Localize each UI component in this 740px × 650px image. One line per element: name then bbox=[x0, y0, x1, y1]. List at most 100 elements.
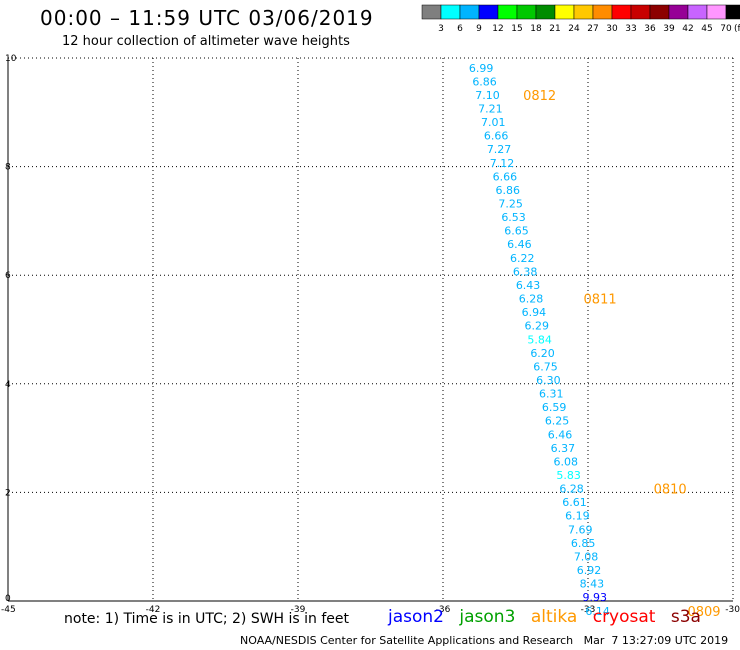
colorbar-label: 15 bbox=[511, 24, 522, 34]
wave-height-point: 7.21 bbox=[478, 102, 503, 115]
x-tick-label: -30 bbox=[725, 605, 740, 615]
footer-note: note: 1) Time is in UTC; 2) SWH is in fe… bbox=[64, 611, 350, 627]
wave-height-point: 6.30 bbox=[536, 374, 561, 387]
wave-height-point: 7.69 bbox=[568, 523, 593, 536]
colorbar-swatch bbox=[706, 4, 727, 20]
wave-height-point: 6.08 bbox=[554, 455, 579, 468]
colorbar-label: 33 bbox=[625, 24, 636, 34]
wave-height-point: 6.43 bbox=[516, 279, 541, 292]
colorbar-swatch bbox=[459, 4, 480, 20]
colorbar-label: 45 bbox=[701, 24, 712, 34]
colorbar-swatch bbox=[687, 4, 708, 20]
wave-height-point: 6.92 bbox=[577, 564, 602, 577]
wave-height-point: 6.53 bbox=[501, 211, 526, 224]
wave-height-point: 6.46 bbox=[507, 238, 532, 251]
colorbar-swatch bbox=[554, 4, 575, 20]
satellite-legend: jason2 jason3 altika cryosat s3a bbox=[388, 607, 711, 627]
wave-height-point: 6.75 bbox=[533, 360, 558, 373]
colorbar-swatch bbox=[573, 4, 594, 20]
colorbar-label: 42 bbox=[682, 24, 693, 34]
wave-height-point: 9.93 bbox=[583, 591, 608, 604]
colorbar-label: 30 bbox=[606, 24, 618, 34]
colorbar-label: 18 bbox=[530, 24, 542, 34]
footer-credit: NOAA/NESDIS Center for Satellite Applica… bbox=[240, 634, 729, 647]
wave-height-point: 6.37 bbox=[551, 442, 576, 455]
colorbar-label: 3 bbox=[438, 24, 444, 34]
wave-height-point: 6.46 bbox=[548, 428, 573, 441]
wave-height-point: 6.66 bbox=[484, 130, 509, 143]
legend-s3a: s3a bbox=[670, 607, 701, 627]
grid bbox=[7, 57, 734, 602]
colorbar-unit: (ft) bbox=[734, 24, 740, 34]
wave-height-point: 6.14 bbox=[585, 605, 610, 618]
wave-height-point: 6.65 bbox=[504, 225, 529, 238]
y-tick-label: 6 bbox=[5, 271, 11, 281]
colorbar-swatch bbox=[421, 4, 442, 20]
wave-height-point: 6.85 bbox=[571, 537, 596, 550]
legend-jason2: jason2 bbox=[388, 607, 444, 627]
time-label: 0811 bbox=[584, 293, 617, 308]
colorbar-swatch bbox=[592, 4, 613, 20]
wave-height-point: 6.28 bbox=[559, 483, 584, 496]
colorbar-label: 6 bbox=[457, 24, 463, 34]
wave-height-point: 6.25 bbox=[545, 415, 570, 428]
wave-height-point: 6.94 bbox=[522, 306, 547, 319]
wave-height-point: 8.43 bbox=[580, 578, 605, 591]
colorbar-swatch bbox=[497, 4, 518, 20]
data-points: 6.996.867.107.217.016.667.277.126.666.86… bbox=[469, 62, 610, 618]
x-tick-label: -45 bbox=[1, 605, 16, 615]
colorbar-swatch bbox=[535, 4, 556, 20]
axis-ticks: -45 -42 -39 -36 -33 -30 0 2 4 6 8 10 bbox=[1, 54, 740, 615]
wave-height-point: 5.83 bbox=[556, 469, 581, 482]
y-tick-label: 10 bbox=[5, 54, 17, 64]
colorbar-swatch bbox=[516, 4, 537, 20]
y-tick-label: 4 bbox=[5, 380, 11, 390]
colorbar-label: 12 bbox=[492, 24, 503, 34]
colorbar-swatch bbox=[630, 4, 651, 20]
wave-height-point: 7.10 bbox=[475, 89, 500, 102]
colorbar-swatch bbox=[725, 4, 740, 20]
colorbar-label: 70 bbox=[720, 24, 732, 34]
wave-height-point: 6.99 bbox=[469, 62, 494, 75]
legend-altika: altika bbox=[530, 607, 578, 627]
time-label: 0809 bbox=[687, 605, 720, 620]
x-tick-label: -39 bbox=[291, 605, 306, 615]
wave-height-point: 6.31 bbox=[539, 388, 564, 401]
wave-height-point: 6.20 bbox=[530, 347, 555, 360]
wave-height-point: 6.19 bbox=[565, 510, 590, 523]
wave-height-point: 5.84 bbox=[527, 333, 552, 346]
colorbar-label: 21 bbox=[549, 24, 560, 34]
wave-height-point: 6.29 bbox=[525, 320, 550, 333]
x-tick-label: -42 bbox=[146, 605, 161, 615]
colorbar-swatch bbox=[649, 4, 670, 20]
wave-height-point: 6.66 bbox=[493, 170, 518, 183]
wave-height-point: 7.27 bbox=[487, 143, 512, 156]
colorbar-swatch bbox=[440, 4, 461, 20]
x-tick-label: -33 bbox=[581, 605, 596, 615]
colorbar-label: 9 bbox=[476, 24, 482, 34]
colorbar-swatch bbox=[478, 4, 499, 20]
y-tick-label: 8 bbox=[5, 163, 11, 173]
time-label: 0810 bbox=[654, 483, 687, 498]
colorbar-swatch bbox=[668, 4, 689, 20]
wave-height-point: 7.08 bbox=[574, 550, 599, 563]
x-tick-label: -36 bbox=[436, 605, 451, 615]
colorbar-label: 36 bbox=[644, 24, 656, 34]
wave-height-point: 6.22 bbox=[510, 252, 535, 265]
colorbar-swatch bbox=[611, 4, 632, 20]
legend-jason3: jason3 bbox=[459, 607, 516, 627]
time-label: 0812 bbox=[523, 89, 556, 104]
wave-height-point: 6.61 bbox=[562, 496, 587, 509]
wave-height-point: 7.12 bbox=[490, 157, 515, 170]
colorbar-label: 24 bbox=[568, 24, 580, 34]
colorbar-label: 39 bbox=[663, 24, 675, 34]
wave-height-point: 7.25 bbox=[498, 198, 523, 211]
wave-height-point: 6.86 bbox=[472, 75, 497, 88]
legend-cryosat: cryosat bbox=[592, 607, 656, 627]
time-labels: 0812 0811 0810 0809 bbox=[523, 89, 720, 620]
colorbar-label: 27 bbox=[587, 24, 598, 34]
y-tick-label: 2 bbox=[5, 488, 11, 498]
y-tick-label: 0 bbox=[5, 594, 11, 604]
